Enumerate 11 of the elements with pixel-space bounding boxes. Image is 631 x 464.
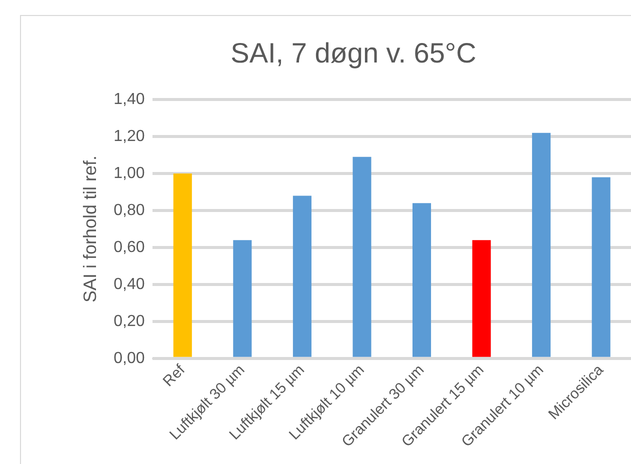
y-tick-label: 0,40 [114,276,145,293]
y-tick-label: 1,00 [114,164,145,182]
x-tick-label: Ref [160,360,189,390]
y-axis-title: SAI i forhold til ref. [80,155,100,303]
y-tick-label: 0,00 [114,350,145,367]
chart-title: SAI, 7 døgn v. 65°C [230,38,476,69]
y-tick-label: 0,80 [114,202,145,219]
y-tick-label: 0,20 [114,312,145,330]
y-tick-label: 1,40 [114,91,145,108]
y-tick-label: 1,20 [114,128,145,145]
y-tick-label: 0,60 [114,238,145,256]
